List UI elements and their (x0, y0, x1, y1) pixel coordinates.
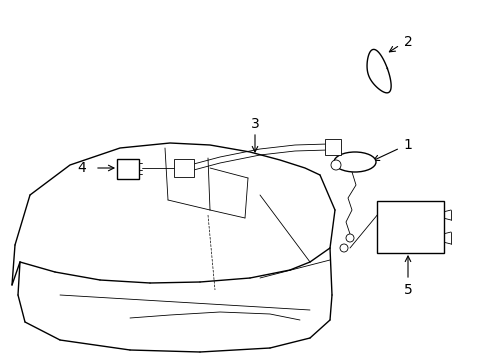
Circle shape (339, 244, 347, 252)
Polygon shape (366, 49, 390, 93)
Circle shape (346, 234, 353, 242)
FancyBboxPatch shape (174, 159, 194, 177)
Circle shape (330, 160, 340, 170)
Text: 4: 4 (78, 161, 86, 175)
FancyBboxPatch shape (325, 139, 340, 155)
Text: 3: 3 (250, 117, 259, 131)
Text: 2: 2 (403, 35, 411, 49)
FancyBboxPatch shape (376, 201, 443, 253)
Text: 1: 1 (403, 138, 411, 152)
Text: 5: 5 (403, 283, 411, 297)
Ellipse shape (333, 152, 375, 172)
FancyBboxPatch shape (117, 159, 139, 179)
